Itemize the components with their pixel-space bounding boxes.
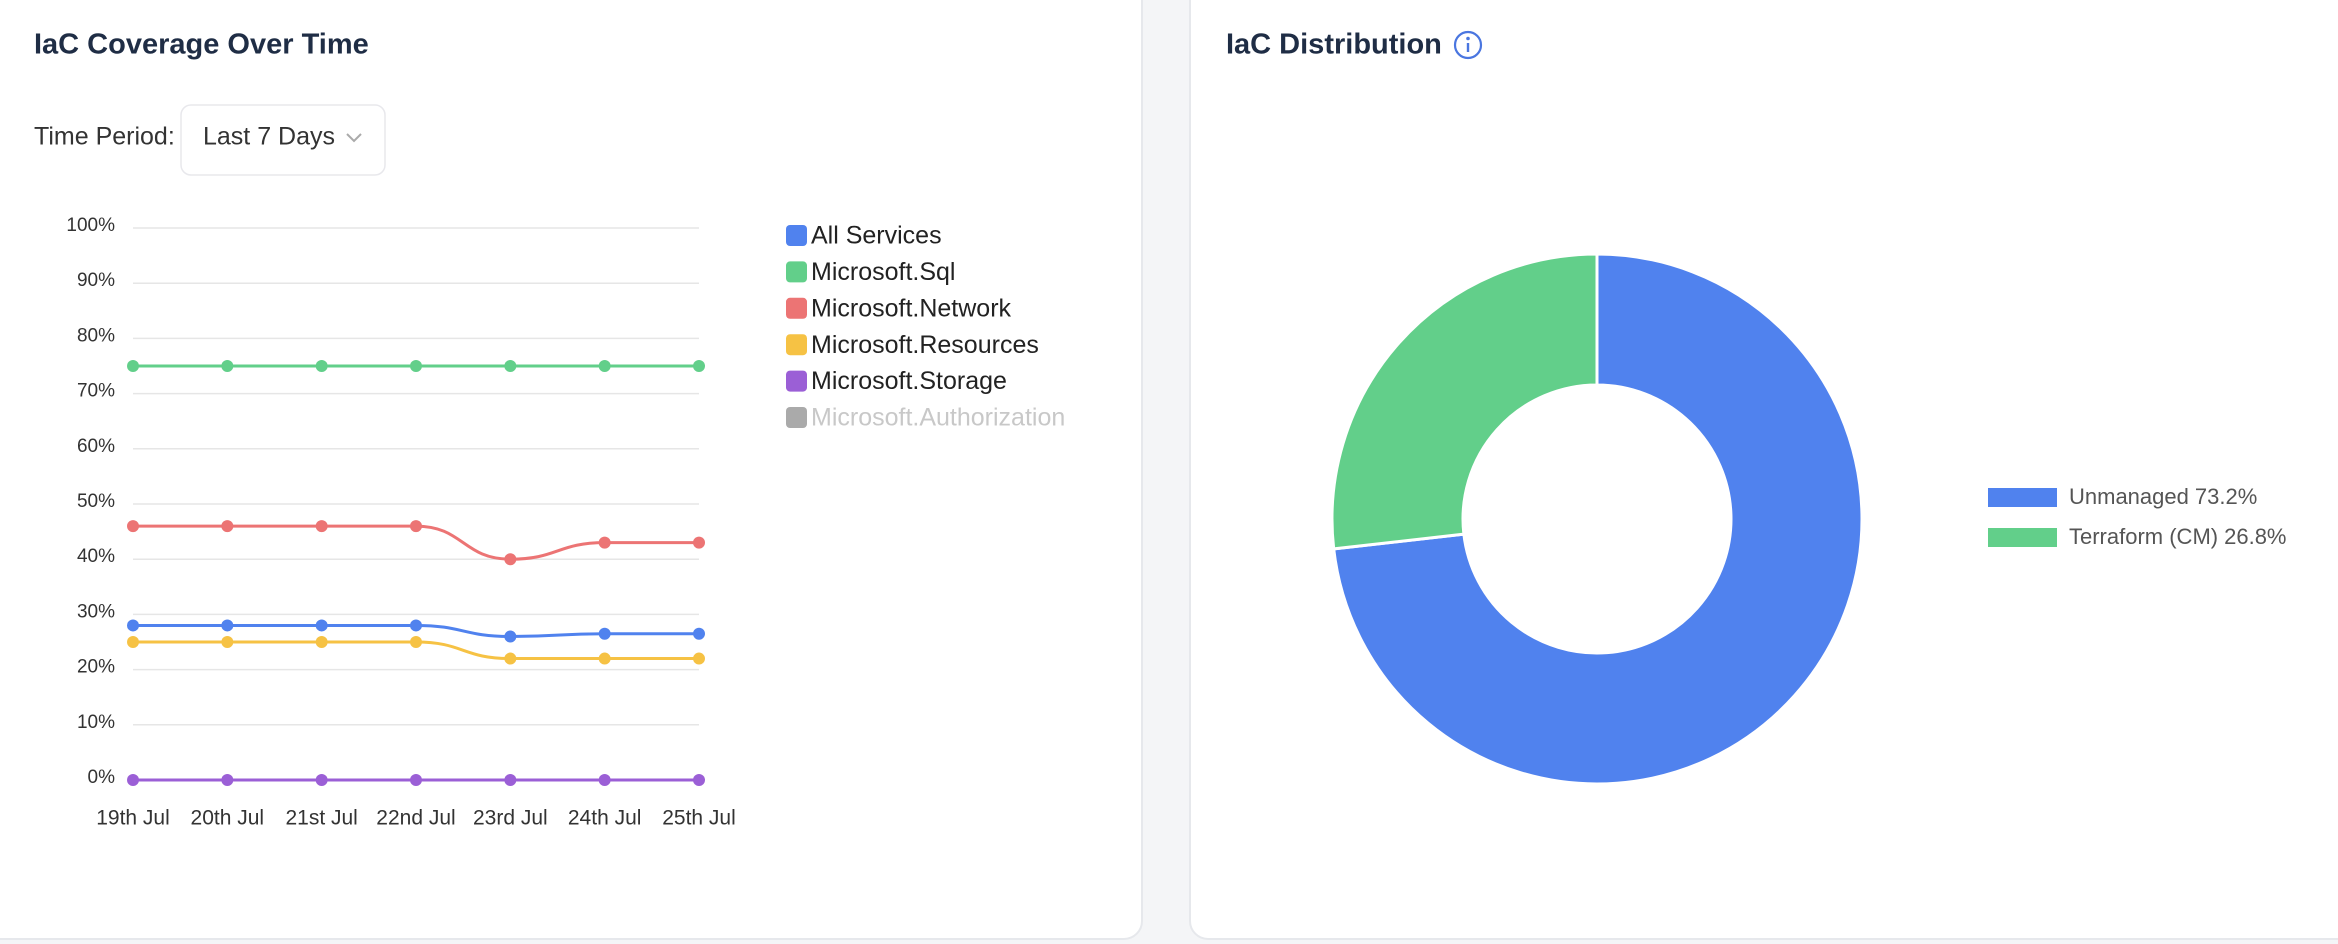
data-point <box>504 360 517 372</box>
donut-slice <box>1330 252 1599 551</box>
legend-swatch <box>1988 528 2057 547</box>
data-point <box>127 619 139 632</box>
donut-slice <box>1332 252 1864 786</box>
data-point <box>504 774 517 786</box>
data-point <box>315 636 328 648</box>
data-point <box>693 774 705 786</box>
y-tick-label: 60% <box>77 436 115 457</box>
data-point <box>127 360 139 372</box>
data-point <box>598 652 611 665</box>
data-point <box>221 360 234 372</box>
data-point <box>221 619 234 632</box>
legend-label: Microsoft.Resources <box>811 331 1039 359</box>
data-point <box>410 774 422 786</box>
y-tick-label: 20% <box>77 657 115 678</box>
info-icon[interactable] <box>1453 30 1483 60</box>
data-point <box>315 360 328 372</box>
data-point <box>693 652 705 665</box>
y-tick-label: 40% <box>77 546 115 567</box>
x-tick-label: 24th Jul <box>568 807 642 830</box>
x-tick-label: 20th Jul <box>191 807 265 830</box>
card-title: IaC Coverage Over Time <box>34 29 369 61</box>
data-point <box>315 520 328 533</box>
x-tick-label: 22nd Jul <box>376 807 455 830</box>
data-point <box>127 774 139 786</box>
info-circle[interactable] <box>1453 30 1483 60</box>
dropdown-box[interactable] <box>180 104 386 176</box>
x-tick-label: 19th Jul <box>96 807 170 830</box>
y-tick-label: 80% <box>77 325 115 346</box>
data-point <box>410 636 422 648</box>
data-point <box>127 636 139 648</box>
x-tick-label: 23rd Jul <box>473 807 548 830</box>
x-tick-label: 21st Jul <box>285 807 357 830</box>
x-tick-label: 25th Jul <box>662 807 736 830</box>
data-point <box>693 360 705 372</box>
legend-label: Terraform (CM) 26.8% <box>2069 524 2287 549</box>
period-dropdown[interactable]: Last 7 Days <box>180 104 386 176</box>
data-point <box>598 774 611 786</box>
left-card <box>0 0 1143 940</box>
y-tick-label: 0% <box>88 767 116 788</box>
legend-swatch <box>786 334 807 356</box>
data-point <box>221 774 234 786</box>
legend-label: Microsoft.Storage <box>811 367 1007 395</box>
info-dot[interactable] <box>1466 36 1470 41</box>
filter-label: Time Period: <box>34 123 175 151</box>
legend-swatch <box>786 407 807 428</box>
legend-swatch <box>1988 488 2057 507</box>
y-tick-label: 90% <box>77 270 115 291</box>
data-point <box>504 630 517 643</box>
data-point <box>598 627 611 640</box>
legend-name: Terraform (CM) <box>2069 524 2218 549</box>
legend-value: 73.2% <box>2195 484 2257 509</box>
data-point <box>504 652 517 665</box>
data-point <box>315 619 328 632</box>
legend-value: 26.8% <box>2224 524 2286 549</box>
data-point <box>693 627 705 640</box>
y-tick-label: 100% <box>66 215 115 236</box>
y-tick-label: 10% <box>77 712 115 733</box>
legend-swatch <box>786 297 807 319</box>
data-point <box>221 520 234 533</box>
legend-label: Microsoft.Sql <box>811 258 955 286</box>
data-point <box>221 636 234 648</box>
data-point <box>504 553 517 566</box>
data-point <box>127 520 139 533</box>
data-point <box>410 619 422 632</box>
legend-label: Microsoft.Authorization <box>811 404 1065 432</box>
legend-label: Unmanaged 73.2% <box>2069 484 2257 509</box>
dropdown-value[interactable]: Last 7 Days <box>203 123 335 151</box>
legend-swatch <box>786 261 807 283</box>
y-tick-label: 50% <box>77 491 115 512</box>
data-point <box>410 360 422 372</box>
legend-swatch <box>786 225 807 246</box>
y-tick-label: 70% <box>77 381 115 402</box>
data-point <box>598 536 611 549</box>
data-point <box>315 774 328 786</box>
y-tick-label: 30% <box>77 601 115 622</box>
legend-name: Unmanaged <box>2069 484 2189 509</box>
legend-label: All Services <box>811 222 942 250</box>
data-point <box>693 536 705 549</box>
card-title: IaC Distribution <box>1226 29 1442 61</box>
data-point <box>410 520 422 533</box>
data-point <box>598 360 611 372</box>
legend-swatch <box>786 370 807 392</box>
chevron[interactable] <box>346 133 362 143</box>
legend-label: Microsoft.Network <box>811 294 1012 322</box>
